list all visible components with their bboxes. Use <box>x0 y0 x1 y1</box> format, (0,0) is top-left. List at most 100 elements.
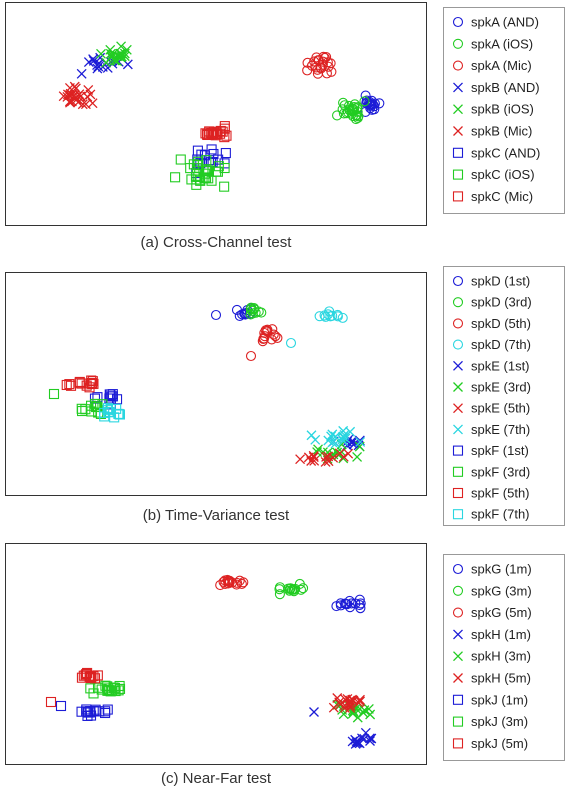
point-square-2-11 <box>87 376 98 387</box>
point-x-1-5 <box>105 48 116 59</box>
legend-label: spkE (3rd) <box>471 380 531 395</box>
panel-cross-channel: spkA (AND) spkA (iOS) spkA (Mic) spkB (AND)… <box>0 0 566 260</box>
point-circle-1-3 <box>321 68 332 79</box>
point-circle-1-3 <box>306 60 318 71</box>
legend-label: spkE (7th) <box>471 422 530 437</box>
point-circle-3-3 <box>215 580 226 591</box>
legend-label: spkG (3m) <box>471 583 532 598</box>
point-circle-3-1 <box>350 598 361 609</box>
point-circle-2-3 <box>267 324 278 335</box>
legend-marker-circle <box>452 38 464 49</box>
point-x-1-5 <box>116 48 126 59</box>
point-circle-2-3 <box>270 331 281 342</box>
legend-marker-x <box>453 104 463 115</box>
point-square-2-12 <box>114 409 125 420</box>
point-circle-2-3 <box>259 327 270 339</box>
legend-label: spkA (iOS) <box>471 36 533 51</box>
legend-label: spkJ (5m) <box>471 736 528 751</box>
caption-a: (a) Cross-Channel test <box>140 234 292 251</box>
point-square-2-10 <box>91 401 102 413</box>
legend-label: spkD (7th) <box>471 337 531 352</box>
point-circle-3-3 <box>236 578 247 589</box>
legend-label: spkE (5th) <box>471 401 530 416</box>
point-square-3-8 <box>109 682 120 693</box>
legend-label: spkC (Mic) <box>471 189 533 204</box>
legend-marker-x <box>453 403 463 414</box>
point-circle-2-2 <box>253 306 264 317</box>
legend-marker-circle <box>452 563 464 575</box>
point-x-1-6 <box>64 96 75 107</box>
legend-marker-circle <box>452 318 464 329</box>
point-square-2-10 <box>90 398 101 409</box>
legend-marker-square <box>452 466 464 477</box>
legend-marker-circle <box>452 339 464 350</box>
legend-label: spkC (iOS) <box>471 167 535 182</box>
point-square-1-8 <box>191 174 202 185</box>
point-square-1-9 <box>211 127 222 138</box>
point-circle-1-1 <box>364 99 375 110</box>
point-circle-1-2 <box>352 112 363 123</box>
point-circle-3-1 <box>344 595 355 606</box>
point-circle-1-2 <box>347 103 358 114</box>
point-x-2-8 <box>330 438 341 449</box>
point-square-3-9 <box>89 673 101 684</box>
legend-label: spkH (5m) <box>471 671 531 686</box>
point-x-3-6 <box>335 699 346 710</box>
point-square-3-7 <box>83 707 94 718</box>
legend-marker-square <box>452 716 464 727</box>
legend-label: spkH (3m) <box>471 649 531 664</box>
point-x-1-5 <box>96 48 106 59</box>
legend-svg-a: spkA (AND) spkA (iOS) spkA (Mic) spkB (AND)… <box>452 15 540 204</box>
point-circle-2-1 <box>234 310 245 321</box>
point-x-1-5 <box>105 44 116 55</box>
point-circle-1-3 <box>317 59 328 70</box>
scatter-svg-c <box>45 574 377 749</box>
point-square-3-7 <box>102 704 113 715</box>
point-square-1-9 <box>204 126 215 137</box>
point-square-2-12 <box>102 405 113 416</box>
point-x-1-4 <box>92 63 103 74</box>
legend-label: spkA (Mic) <box>471 58 532 73</box>
caption-b: (b) Time-Variance test <box>142 507 290 524</box>
point-square-1-9 <box>207 128 218 139</box>
point-outlier-3 <box>309 707 319 717</box>
point-x-3-6 <box>345 702 356 713</box>
legend-label: spkF (7th) <box>471 507 530 522</box>
point-square-1-8 <box>193 156 204 167</box>
legend-marker-circle <box>452 275 464 287</box>
point-circle-3-2 <box>274 582 286 593</box>
point-circle-2-4 <box>320 311 331 322</box>
point-square-3-9 <box>86 672 97 683</box>
legend-marker-x <box>453 126 463 136</box>
legend-marker-circle <box>452 607 464 618</box>
legend-label: spkC (AND) <box>471 145 540 160</box>
point-x-3-5 <box>352 712 363 723</box>
point-circle-1-2 <box>338 97 349 108</box>
legend-marker-x <box>453 651 463 662</box>
point-square-2-9 <box>89 393 101 404</box>
legend-marker-circle <box>452 16 464 28</box>
point-x-1-6 <box>69 81 80 92</box>
caption-c: (c) Near-Far test <box>160 770 271 787</box>
point-circle-3-2 <box>274 589 285 600</box>
legend-marker-square <box>452 487 464 499</box>
point-circle-2-3 <box>257 336 268 347</box>
point-square-3-9 <box>88 671 99 682</box>
point-circle-1-2 <box>349 101 360 113</box>
point-square-1-8 <box>185 163 196 174</box>
point-x-3-6 <box>348 695 359 706</box>
legend-marker-square <box>452 169 464 180</box>
point-square-2-11 <box>74 376 85 387</box>
point-x-1-4 <box>76 68 87 79</box>
point-circle-3-2 <box>285 583 296 594</box>
legend-label: spkE (1st) <box>471 358 530 373</box>
point-circle-2-3 <box>268 329 279 340</box>
scatter-plot-a <box>5 2 427 226</box>
point-square-2-12 <box>103 407 114 418</box>
point-x-1-5 <box>101 57 112 68</box>
legend-marker-x <box>453 82 463 93</box>
point-square-1-8 <box>219 181 230 192</box>
point-square-2-9 <box>106 391 117 402</box>
point-square-3-8 <box>96 684 107 695</box>
legend-label: spkF (5th) <box>471 486 530 501</box>
